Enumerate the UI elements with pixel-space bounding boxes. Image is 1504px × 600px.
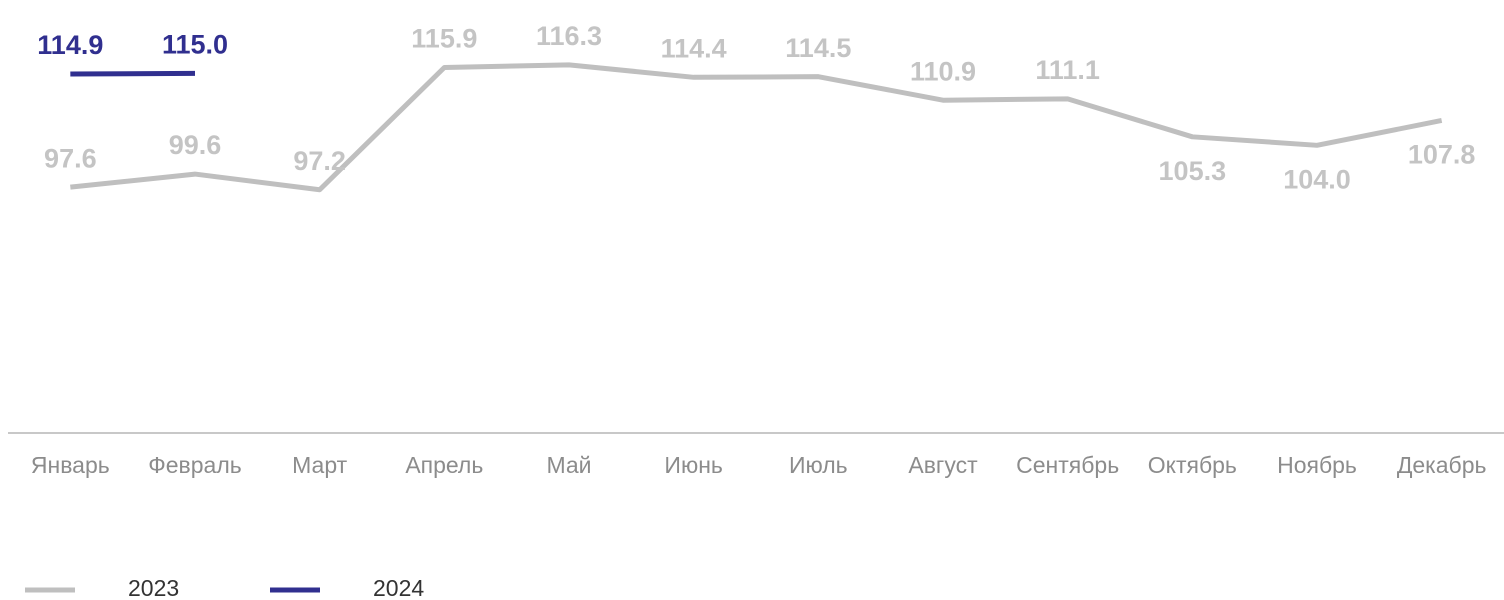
- x-tick-label: Ноябрь: [1277, 452, 1357, 478]
- value-label: 110.9: [910, 56, 976, 86]
- value-label: 116.3: [536, 21, 602, 51]
- x-tick-label: Август: [908, 452, 978, 478]
- value-label: 114.4: [661, 33, 727, 63]
- value-label: 107.8: [1408, 140, 1476, 170]
- x-tick-label: Май: [546, 452, 591, 478]
- x-tick-label: Март: [292, 452, 347, 478]
- x-tick-label: Сентябрь: [1016, 452, 1119, 478]
- value-label: 97.6: [44, 143, 97, 173]
- value-label: 99.6: [169, 130, 222, 160]
- value-label: 115.9: [411, 24, 477, 54]
- series-line: [70, 70, 196, 77]
- series-line: [70, 62, 1443, 193]
- value-label: 111.1: [1035, 55, 1100, 85]
- x-tick-label: Январь: [31, 452, 110, 478]
- x-tick-label: Апрель: [405, 452, 483, 478]
- legend-label: 2024: [373, 575, 424, 600]
- value-label: 104.0: [1283, 164, 1351, 194]
- legend-label: 2023: [128, 575, 179, 600]
- value-label: 114.9: [37, 30, 103, 60]
- x-tick-label: Февраль: [148, 452, 241, 478]
- x-tick-label: Июль: [789, 452, 848, 478]
- x-tick-label: Июнь: [664, 452, 722, 478]
- x-tick-label: Декабрь: [1397, 452, 1487, 478]
- x-tick-label: Октябрь: [1148, 452, 1237, 478]
- value-label: 97.2: [293, 146, 346, 176]
- value-label: 115.0: [162, 30, 228, 60]
- value-label: 105.3: [1159, 156, 1227, 186]
- value-label: 114.5: [785, 33, 851, 63]
